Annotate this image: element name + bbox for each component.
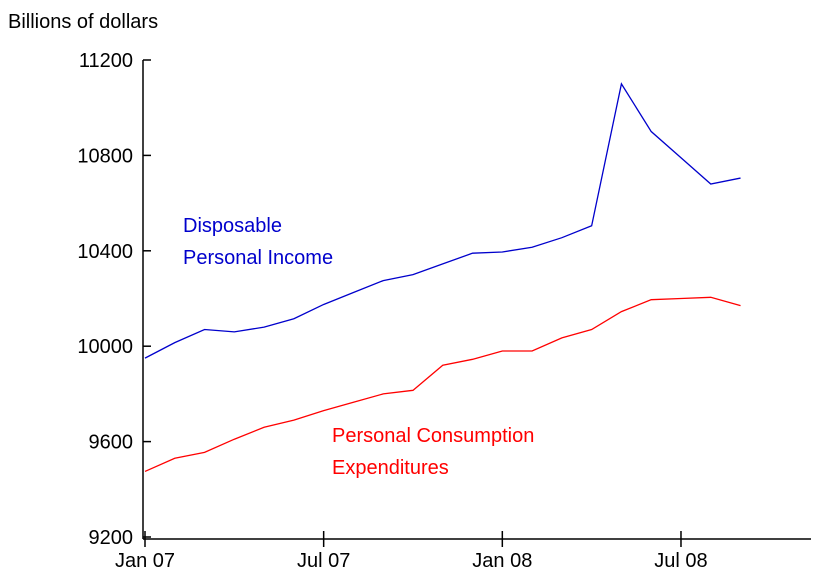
- axis-label: Billions of dollars: [8, 11, 158, 33]
- annotation: Personal Consumption: [332, 425, 534, 447]
- y-tick-label: 10800: [77, 145, 133, 167]
- y-tick-label: 9600: [89, 432, 134, 454]
- annotation: Expenditures: [332, 457, 449, 479]
- annotation: Personal Income: [183, 247, 333, 269]
- x-tick-label: Jul 07: [297, 550, 350, 572]
- annotation: Disposable: [183, 215, 282, 237]
- y-tick-label: 9200: [89, 527, 134, 549]
- x-tick-label: Jan 08: [472, 550, 532, 572]
- series-line: [144, 82, 741, 359]
- y-tick-label: 10400: [77, 241, 133, 263]
- x-tick-label: Jul 08: [654, 550, 707, 572]
- y-tick-label: 11200: [79, 50, 133, 72]
- y-tick-label: 10000: [77, 336, 133, 358]
- series-line: [144, 296, 741, 473]
- x-tick-label: Jan 07: [115, 550, 175, 572]
